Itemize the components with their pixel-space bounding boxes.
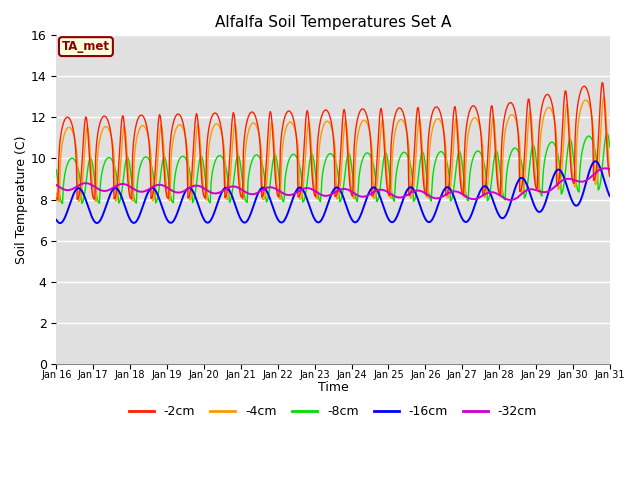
X-axis label: Time: Time	[317, 382, 348, 395]
Title: Alfalfa Soil Temperatures Set A: Alfalfa Soil Temperatures Set A	[215, 15, 451, 30]
Legend: -2cm, -4cm, -8cm, -16cm, -32cm: -2cm, -4cm, -8cm, -16cm, -32cm	[124, 400, 542, 423]
Text: TA_met: TA_met	[62, 40, 110, 53]
Y-axis label: Soil Temperature (C): Soil Temperature (C)	[15, 135, 28, 264]
